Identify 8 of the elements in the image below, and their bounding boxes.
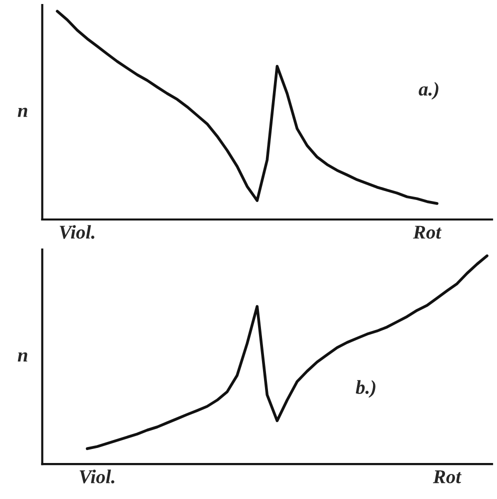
x-tick-label: Viol. (80, 470, 114, 484)
y-axis-title: n (18, 352, 28, 362)
x-tick-label: Viol. (60, 225, 94, 239)
annotation: a.) (418, 82, 438, 100)
annotation: b.) (356, 380, 376, 398)
x-tick-label: Rot (412, 226, 442, 239)
x-tick-label: Rot (432, 470, 462, 484)
y-axis-title: n (18, 108, 28, 117)
